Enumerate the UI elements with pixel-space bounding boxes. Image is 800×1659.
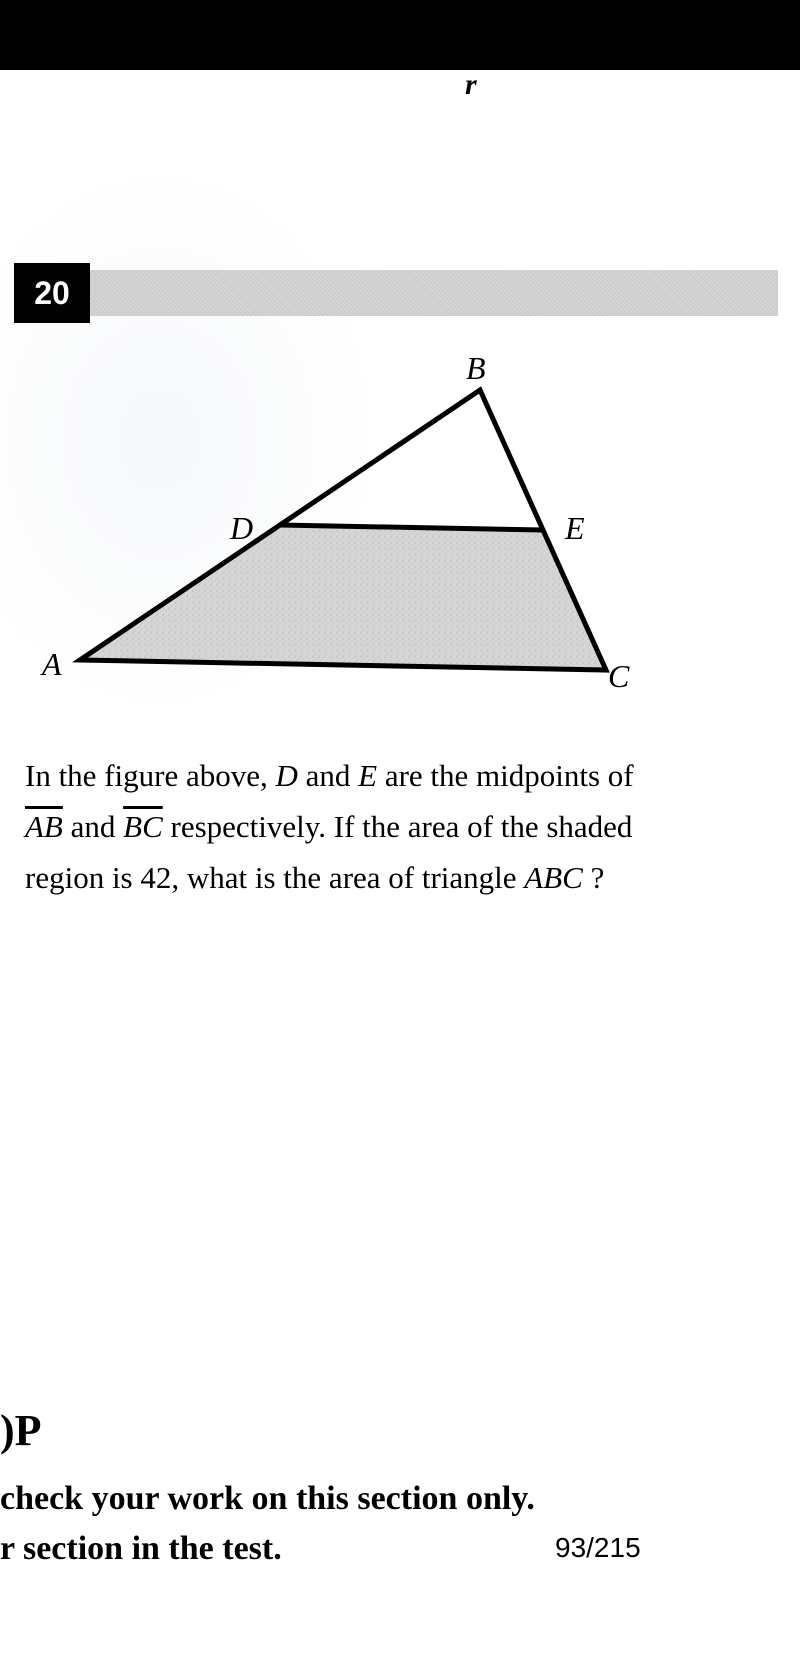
footer-line2: r section in the test. [0,1530,282,1568]
qtext-resp: respectively. If the area of the shaded [163,809,633,844]
qtext-e: E [358,758,377,793]
qtext-part: In the figure above, [25,758,275,793]
qtext-d: D [275,758,297,793]
vertex-label-b: B [466,350,486,387]
qtext-part2: are the midpoints of [377,758,634,793]
triangle-figure: B D E A C [30,350,670,690]
top-black-bar [0,0,800,70]
qtext-bc: BC [123,809,163,844]
qtext-and1: and [298,758,358,793]
shaded-region [80,525,606,670]
qtext-abc: ABC [524,860,583,895]
vertex-label-d: D [230,510,253,547]
footer-line1: check your work on this section only. [0,1480,535,1518]
vertex-label-e: E [565,510,585,547]
qtext-and2: and [63,809,123,844]
question-number-box: 20 [14,263,90,323]
page-number: 93/215 [555,1532,641,1564]
top-r-label: r [465,68,477,102]
vertex-label-c: C [608,658,629,695]
qtext-qmark: ? [583,860,605,895]
qtext-line3: region is 42, what is the area of triang… [25,860,524,895]
vertex-label-a: A [42,646,62,683]
qtext-ab: AB [25,809,63,844]
question-text: In the figure above, D and E are the mid… [25,750,765,903]
footer-p-fragment: )P [0,1405,42,1456]
question-header-bar [18,270,778,316]
